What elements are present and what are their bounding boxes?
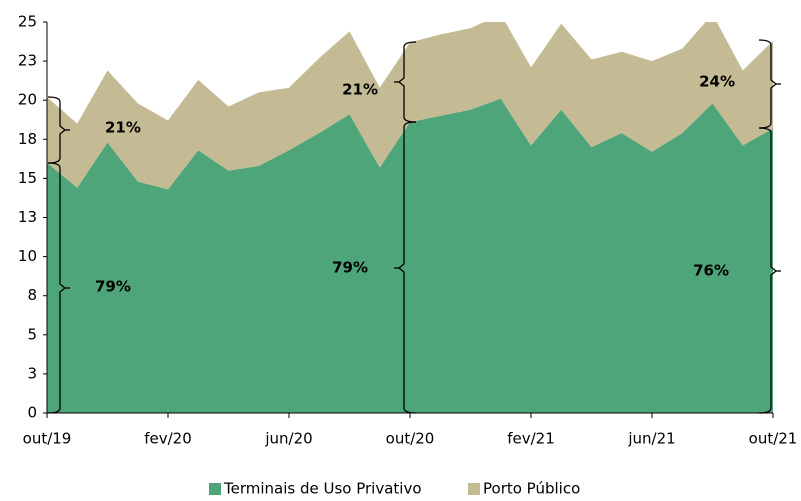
y-tick-label: 8 — [27, 286, 37, 304]
y-tick-label: 25 — [18, 13, 37, 31]
x-tick-label: fev/20 — [144, 430, 192, 448]
annotation: 21% — [342, 81, 378, 99]
area — [47, 98, 773, 413]
y-tick-label: 23 — [18, 52, 37, 70]
annotation: 76% — [693, 262, 729, 280]
legend-label: Porto Público — [483, 480, 580, 498]
y-tick-label: 10 — [18, 247, 37, 265]
x-tick-label: fev/21 — [507, 430, 555, 448]
y-tick-label: 13 — [18, 208, 37, 226]
y-tick-label: 5 — [27, 325, 37, 343]
y-tick-label: 15 — [18, 169, 37, 187]
y-tick-label: 3 — [27, 364, 37, 382]
legend-swatch — [468, 483, 480, 495]
x-tick-label: jun/20 — [264, 430, 312, 448]
annotation: 79% — [95, 278, 131, 296]
plot-area — [47, 22, 773, 413]
y-tick-label: 0 — [27, 404, 37, 422]
area — [47, 22, 773, 190]
legend-label: Terminais de Uso Privativo — [223, 480, 422, 498]
y-tick-label: 18 — [18, 130, 37, 148]
annotation: 24% — [699, 73, 735, 91]
x-tick-label: out/20 — [386, 430, 435, 448]
x-tick-label: out/21 — [749, 430, 798, 448]
x-tick-label: out/19 — [23, 430, 72, 448]
legend-swatch — [209, 483, 221, 495]
y-tick-label: 20 — [18, 91, 37, 109]
x-tick-label: jun/21 — [627, 430, 675, 448]
annotation: 21% — [105, 119, 141, 137]
annotation: 79% — [332, 259, 368, 277]
